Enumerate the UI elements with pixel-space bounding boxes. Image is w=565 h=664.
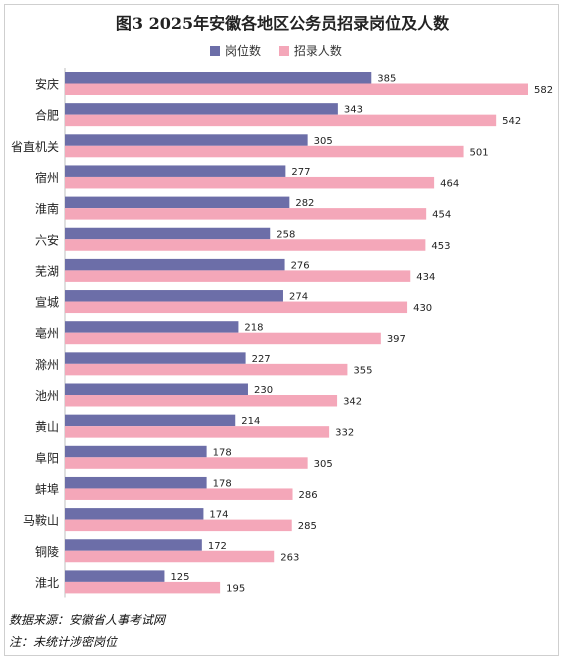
bar-positions <box>65 72 372 84</box>
data-label: 258 <box>276 229 295 240</box>
data-label: 454 <box>432 210 451 221</box>
bar-positions <box>65 539 202 551</box>
bar-positions <box>65 414 236 427</box>
bar-recruits <box>65 83 528 95</box>
data-label: 218 <box>244 323 263 334</box>
data-label: 355 <box>353 365 372 376</box>
bar-recruits <box>65 332 381 345</box>
bar-recruits <box>65 145 464 158</box>
data-label: 195 <box>226 583 245 594</box>
data-label: 227 <box>252 354 271 365</box>
bar-recruits <box>65 581 221 594</box>
data-label: 434 <box>416 272 435 283</box>
category-label: 六安 <box>35 232 59 247</box>
bar-positions <box>65 290 283 302</box>
bar-positions <box>65 134 308 146</box>
data-label: 277 <box>291 167 310 178</box>
bar-recruits <box>65 550 275 563</box>
data-label: 286 <box>299 490 318 501</box>
category-label: 宣城 <box>35 295 59 310</box>
bar-recruits <box>65 301 408 314</box>
legend-label-recruits: 招录人数 <box>293 44 342 58</box>
bar-positions <box>65 570 165 582</box>
bar-positions <box>65 352 246 364</box>
chart-title: 图3 2025年安徽各地区公务员招录岗位及人数 <box>115 14 450 33</box>
legend-item-positions: 岗位数 <box>210 42 261 59</box>
data-label: 501 <box>470 147 489 158</box>
bar-recruits <box>65 176 435 189</box>
bar-recruits <box>65 426 330 438</box>
legend-item-recruits: 招录人数 <box>278 42 342 59</box>
legend-swatch-positions <box>210 45 220 56</box>
chart-legend: 岗位数 招录人数 <box>210 42 356 59</box>
data-label: 174 <box>209 510 228 521</box>
bar-recruits <box>65 395 338 407</box>
data-label: 397 <box>387 334 406 345</box>
category-label: 安庆 <box>35 77 59 92</box>
category-label: 蚌埠 <box>35 482 59 496</box>
category-label: 省直机关 <box>11 140 59 154</box>
footnote: 注：未统计涉密岗位 <box>9 635 118 649</box>
category-label: 马鞍山 <box>23 513 59 528</box>
category-label: 淮南 <box>35 201 59 216</box>
bar-positions <box>65 196 290 209</box>
data-label: 343 <box>344 105 363 116</box>
bar-recruits <box>65 457 308 469</box>
bar-positions <box>65 445 207 458</box>
data-label: 385 <box>377 74 396 85</box>
legend-label-positions: 岗位数 <box>225 44 262 58</box>
bar-positions <box>65 165 286 177</box>
category-label: 池州 <box>35 389 59 403</box>
data-label: 430 <box>413 303 432 314</box>
data-label: 285 <box>298 521 317 532</box>
data-label: 305 <box>314 136 333 147</box>
data-label: 453 <box>431 241 450 252</box>
data-label: 172 <box>208 541 227 552</box>
category-label: 宿州 <box>35 170 59 185</box>
data-label: 332 <box>335 428 354 439</box>
bar-positions <box>65 321 239 333</box>
bar-recruits <box>65 270 411 282</box>
data-label: 305 <box>314 459 333 470</box>
data-label: 342 <box>343 397 362 408</box>
bar-positions <box>65 476 207 489</box>
category-label: 亳州 <box>35 326 59 341</box>
category-label: 铜陵 <box>35 544 59 559</box>
category-label: 合肥 <box>35 108 59 123</box>
category-label: 淮北 <box>35 576 59 590</box>
bar-positions <box>65 383 248 395</box>
data-label: 276 <box>291 260 310 271</box>
data-label: 178 <box>213 447 232 458</box>
bar-recruits <box>65 239 426 251</box>
category-label: 芜湖 <box>35 263 59 278</box>
bar-recruits <box>65 363 348 376</box>
data-label: 125 <box>170 572 189 583</box>
bar-positions <box>65 103 338 115</box>
data-source-note: 数据来源：安徽省人事考试网 <box>9 613 166 627</box>
data-label: 230 <box>254 385 273 396</box>
data-label: 274 <box>289 292 308 303</box>
data-label: 282 <box>295 198 314 209</box>
data-label: 582 <box>534 85 553 96</box>
bar-recruits <box>65 114 497 127</box>
data-label: 214 <box>241 416 260 427</box>
bar-recruits <box>65 519 292 532</box>
legend-swatch-recruits <box>278 45 289 56</box>
data-label: 178 <box>213 478 232 489</box>
category-label: 阜阳 <box>35 451 59 465</box>
data-label: 464 <box>440 178 459 189</box>
bar-positions <box>65 508 204 520</box>
data-label: 542 <box>502 116 521 127</box>
bar-positions <box>65 258 285 271</box>
category-label: 滁州 <box>35 357 59 372</box>
bar-positions <box>65 227 271 240</box>
data-label: 263 <box>280 552 299 563</box>
category-label: 黄山 <box>35 420 59 434</box>
bar-recruits <box>65 488 293 500</box>
bar-recruits <box>65 208 427 220</box>
